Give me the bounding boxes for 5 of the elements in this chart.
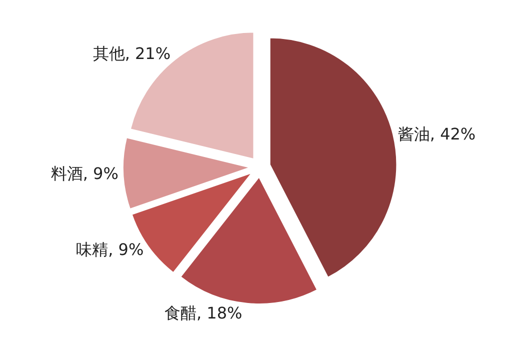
slice-label: 味精, 9% xyxy=(76,240,144,260)
slice-label: 食醋, 18% xyxy=(164,303,242,322)
slice-label: 其他, 21% xyxy=(92,44,171,63)
slice-label: 料酒, 9% xyxy=(50,164,118,184)
slice-label: 酱油, 42% xyxy=(398,124,476,144)
